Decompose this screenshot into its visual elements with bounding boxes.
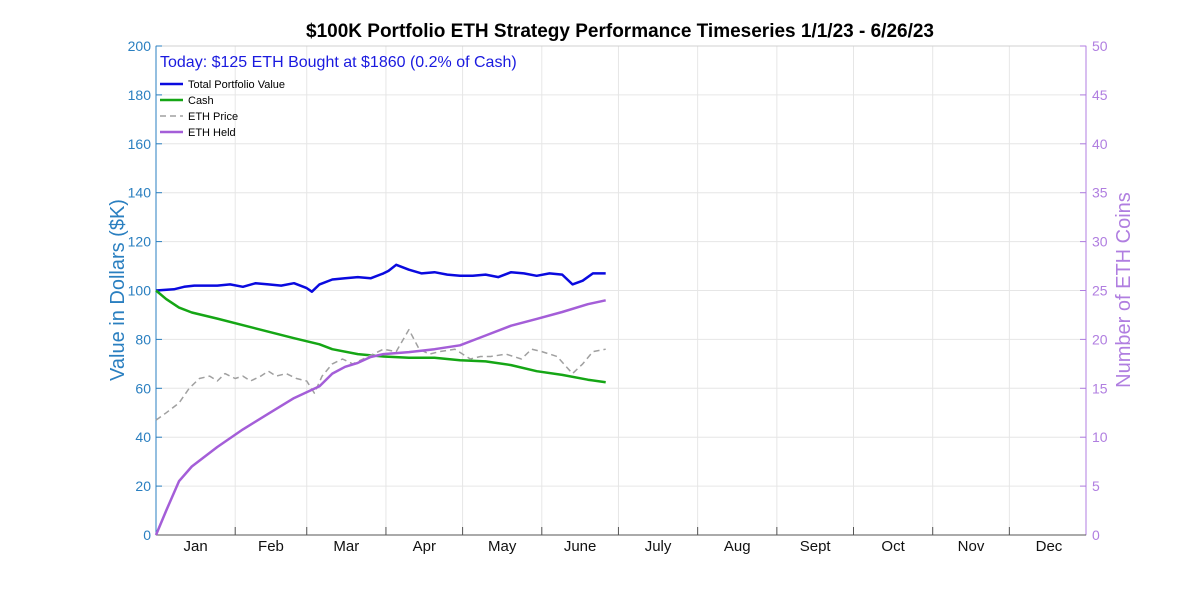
y-tick-label-right: 20 <box>1092 331 1108 347</box>
y-tick-label-right: 10 <box>1092 429 1108 445</box>
series-line-total-portfolio-value <box>155 263 606 293</box>
x-tick-label: Dec <box>1036 538 1063 555</box>
x-tick-label: Nov <box>958 538 985 555</box>
y-tick-label-left: 80 <box>135 331 151 347</box>
y-tick-label-left: 180 <box>128 87 152 103</box>
y-tick-label-right: 50 <box>1092 38 1108 54</box>
y-tick-label-right: 5 <box>1092 478 1100 494</box>
annotation-text: Today: $125 ETH Bought at $1860 (0.2% of… <box>160 54 517 71</box>
x-tick-label: Feb <box>258 538 284 555</box>
x-tick-label: June <box>564 538 597 555</box>
y-tick-label-left: 200 <box>128 38 152 54</box>
x-tick-label: May <box>488 538 517 555</box>
chart-title: $100K Portfolio ETH Strategy Performance… <box>306 21 934 42</box>
y-tick-label-left: 140 <box>128 185 152 201</box>
series-lines <box>154 263 606 536</box>
y-tick-label-left: 0 <box>143 527 151 543</box>
y-tick-label-right: 15 <box>1092 380 1108 396</box>
legend-label-eth-price: ETH Price <box>188 111 238 123</box>
grid <box>156 46 1086 535</box>
x-tick-label: Apr <box>413 538 436 555</box>
y-tick-label-right: 0 <box>1092 527 1100 543</box>
x-tick-label: Oct <box>881 538 905 555</box>
x-tick-label: Aug <box>724 538 751 555</box>
legend-label-total-portfolio-value: Total Portfolio Value <box>188 79 285 91</box>
y-tick-label-right: 35 <box>1092 185 1108 201</box>
legend-label-eth-held: ETH Held <box>188 127 236 139</box>
y-tick-label-right: 30 <box>1092 234 1108 250</box>
y-tick-label-left: 60 <box>135 380 151 396</box>
y-tick-label-right: 45 <box>1092 87 1108 103</box>
x-tick-label: Mar <box>333 538 359 555</box>
series-line-eth-held <box>154 299 606 536</box>
x-tick-label: Sept <box>800 538 832 555</box>
legend-label-cash: Cash <box>188 95 214 107</box>
y-tick-label-left: 120 <box>128 234 152 250</box>
y-axis-label-left: Value in Dollars ($K) <box>107 199 129 381</box>
y-tick-label-right: 25 <box>1092 283 1108 299</box>
axes: 0 0 20 5 40 10 60 15 80 20 100 25 120 30 140 35 160 40 180… <box>128 38 1108 555</box>
y-axis-label-right: Number of ETH Coins <box>1113 192 1135 388</box>
x-tick-label: July <box>645 538 672 555</box>
x-tick-label: Jan <box>184 538 208 555</box>
y-tick-label-left: 160 <box>128 136 152 152</box>
y-tick-label-right: 40 <box>1092 136 1108 152</box>
y-tick-label-left: 40 <box>135 429 151 445</box>
y-tick-label-left: 20 <box>135 478 151 494</box>
legend: Total Portfolio Value Cash ETH Price ETH He… <box>160 79 285 139</box>
y-tick-label-left: 100 <box>128 283 152 299</box>
